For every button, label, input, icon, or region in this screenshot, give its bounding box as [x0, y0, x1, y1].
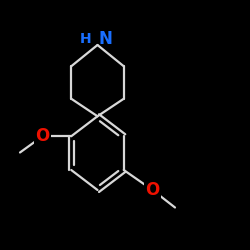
Text: O: O: [146, 181, 160, 199]
Text: H: H: [80, 32, 91, 46]
Text: N: N: [99, 30, 112, 48]
Text: O: O: [36, 127, 50, 145]
